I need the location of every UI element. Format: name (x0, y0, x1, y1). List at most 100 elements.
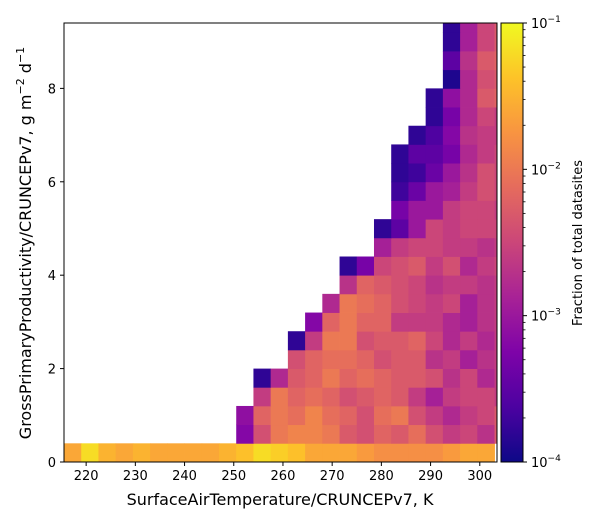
heatmap-cell (460, 219, 478, 239)
heatmap-cell (391, 219, 409, 239)
heatmap-cell (408, 443, 427, 463)
heatmap-cell (460, 237, 478, 257)
heatmap-cell (460, 368, 478, 388)
heatmap-cell (460, 181, 478, 201)
heatmap-cell (477, 163, 495, 183)
heatmap-cell (494, 219, 498, 239)
heatmap-cell (339, 312, 358, 332)
heatmap-cell (425, 163, 444, 183)
heatmap-cell (442, 368, 461, 388)
heatmap-cell (408, 424, 427, 444)
heatmap-cell (132, 443, 151, 463)
heatmap-cell (477, 368, 495, 388)
heatmap-cell (494, 293, 498, 313)
heatmap-cell (425, 312, 444, 332)
heatmap-cell (477, 293, 495, 313)
heatmap-cell (373, 256, 392, 276)
heatmap-cell (442, 23, 461, 33)
heatmap-cell (339, 443, 358, 463)
heatmap-cell (460, 32, 478, 52)
heatmap-cell (442, 237, 461, 257)
heatmap-cell (477, 69, 495, 89)
heatmap-cell (356, 405, 375, 426)
heatmap-cell (494, 181, 498, 201)
heatmap-cell (425, 256, 444, 276)
heatmap-cell (477, 275, 495, 295)
heatmap-cell (442, 349, 461, 369)
heatmap-cell (425, 331, 444, 351)
colorbar-tick-label: 10−2 (531, 161, 561, 178)
heatmap-cell (167, 443, 185, 463)
heatmap-cell (460, 443, 478, 463)
heatmap-cell (408, 219, 427, 239)
heatmap-cell (150, 443, 168, 463)
heatmap-cell (477, 312, 495, 332)
heatmap-cell (391, 349, 409, 369)
heatmap-cell (477, 144, 495, 164)
heatmap-cell (460, 88, 478, 108)
heatmap-cell (460, 69, 478, 89)
heatmap-cell (236, 443, 254, 463)
heatmap-cell (373, 312, 392, 332)
heatmap-cell (408, 405, 427, 426)
heatmap-cell (425, 424, 444, 444)
x-tick-label: 270 (320, 469, 345, 484)
heatmap-cell (339, 293, 358, 313)
heatmap-cell (494, 237, 498, 257)
heatmap-cell (494, 69, 498, 89)
heatmap-cell (425, 237, 444, 257)
heatmap-cell (494, 275, 498, 295)
heatmap-cell (339, 368, 358, 388)
heatmap-cell (305, 312, 323, 332)
heatmap-cell (442, 200, 461, 220)
heatmap-cell (322, 387, 340, 407)
heatmap-cell (391, 256, 409, 276)
x-tick-label: 290 (418, 469, 443, 484)
heatmap-cell (356, 256, 375, 276)
heatmap-cell (339, 256, 358, 276)
heatmap-cell (64, 443, 82, 463)
heatmap-cell (373, 219, 392, 239)
heatmap-cell (408, 256, 427, 276)
heatmap-cell (494, 88, 498, 108)
heatmap-cell (408, 312, 427, 332)
colorbar-ticks: 10−1 10−2 10−3 10−4 (523, 15, 561, 471)
heatmap-cell (287, 349, 306, 369)
heatmap-cell (477, 349, 495, 369)
y-tick-label: 4 (48, 269, 56, 284)
heatmap-cell (81, 443, 99, 463)
heatmap-cell (442, 293, 461, 313)
heatmap-cell (391, 424, 409, 444)
heatmap-cell (425, 293, 444, 313)
heatmap-cell (425, 144, 444, 164)
heatmap-cell (356, 275, 375, 295)
heatmap-cell (408, 200, 427, 220)
heatmap-cell (339, 387, 358, 407)
heatmap-cell (408, 144, 427, 164)
heatmap-cell (494, 368, 498, 388)
heatmap-cell (477, 181, 495, 201)
heatmap-cell (322, 312, 340, 332)
heatmap-cell (442, 69, 461, 89)
heatmap-cell (305, 387, 323, 407)
heatmap-cell (442, 312, 461, 332)
heatmap-cell (287, 387, 306, 407)
y-axis-label-main: GrossPrimaryProductivity/CRUNCEPv7, g m (16, 94, 35, 439)
heatmap-cell (460, 312, 478, 332)
heatmap-cell (494, 424, 498, 444)
y-tick-label: 0 (48, 456, 56, 471)
heatmap-cell (115, 443, 134, 463)
heatmap-cell (460, 23, 478, 33)
heatmap-cell (408, 181, 427, 201)
heatmap-cell (494, 32, 498, 52)
heatmap-cell (460, 293, 478, 313)
heatmap-cell (356, 424, 375, 444)
heatmap-cell (460, 256, 478, 276)
heatmap-cell (339, 405, 358, 426)
heatmap-cell (201, 443, 220, 463)
heatmap-cell (373, 387, 392, 407)
heatmap-cell (494, 125, 498, 145)
heatmap-cell (373, 443, 392, 463)
heatmap-cell (460, 163, 478, 183)
